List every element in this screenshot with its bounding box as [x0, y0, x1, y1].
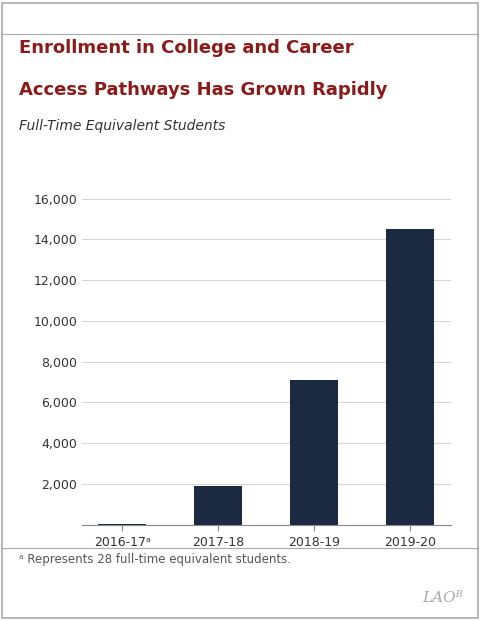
- Text: Figure 8: Figure 8: [13, 11, 78, 25]
- Bar: [290, 380, 338, 525]
- Bar: [194, 486, 242, 525]
- Text: ᵃ Represents 28 full-time equivalent students.: ᵃ Represents 28 full-time equivalent stu…: [19, 553, 291, 566]
- Text: LAOᴮ: LAOᴮ: [422, 591, 463, 605]
- Text: Enrollment in College and Career: Enrollment in College and Career: [19, 39, 354, 57]
- Text: Access Pathways Has Grown Rapidly: Access Pathways Has Grown Rapidly: [19, 81, 388, 99]
- Text: Full-Time Equivalent Students: Full-Time Equivalent Students: [19, 119, 226, 133]
- Bar: [386, 229, 434, 525]
